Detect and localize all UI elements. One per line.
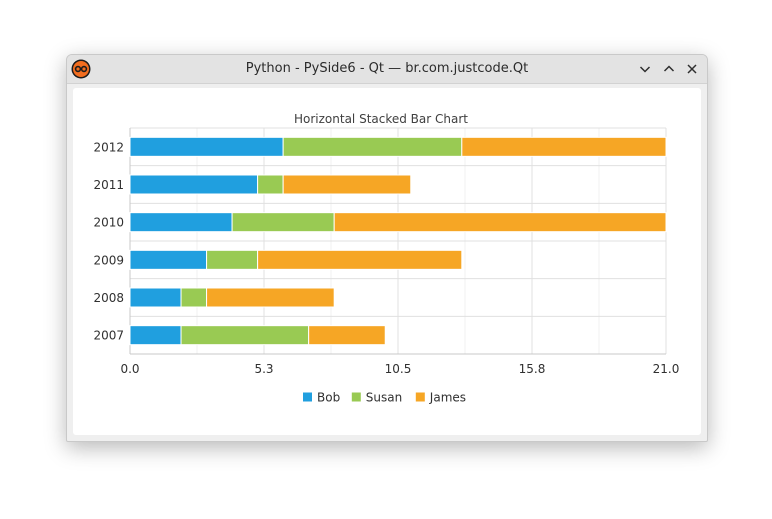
- x-tick-label: 10.5: [385, 362, 412, 376]
- bar-bob-2008: [129, 287, 182, 308]
- y-tick-label: 2007: [93, 329, 124, 343]
- chart-view: Horizontal Stacked Bar Chart 2007 2008 200…: [73, 88, 701, 435]
- x-tick-label: 21.0: [653, 362, 680, 376]
- bar-james-2010: [333, 212, 667, 233]
- grid-lines: [129, 127, 667, 355]
- y-tick-label: 2008: [93, 291, 124, 305]
- legend-label-susan: Susan: [366, 391, 402, 405]
- bar-susan-2011: [257, 174, 284, 195]
- y-tick-label: 2012: [93, 140, 124, 154]
- chevron-down-icon: [639, 66, 651, 73]
- bar-bob-2007: [129, 325, 182, 346]
- bar-bob-2010: [129, 212, 233, 233]
- bar-bob-2009: [129, 249, 208, 270]
- maximize-button[interactable]: [659, 59, 679, 79]
- legend-swatch-susan: [351, 392, 361, 402]
- legend-swatch-james: [415, 392, 425, 402]
- y-tick-label: 2009: [93, 253, 124, 267]
- chart-legend: Bob Susan James: [303, 391, 466, 405]
- y-axis-labels: 2007 2008 2009 2010 2011 2012: [93, 140, 124, 342]
- bar-series: [129, 136, 667, 346]
- bar-james-2007: [308, 325, 386, 346]
- y-tick-label: 2010: [93, 216, 124, 230]
- x-tick-label: 15.8: [519, 362, 546, 376]
- bar-james-2008: [206, 287, 335, 308]
- bar-james-2012: [461, 136, 667, 157]
- minimize-button[interactable]: [635, 59, 655, 79]
- legend-label-james: James: [429, 391, 466, 405]
- y-tick-label: 2011: [93, 178, 124, 192]
- x-tick-label: 0.0: [120, 362, 139, 376]
- bar-bob-2012: [129, 136, 284, 157]
- bar-susan-2009: [206, 249, 259, 270]
- close-button[interactable]: [682, 59, 702, 79]
- title-bar[interactable]: Python - PySide6 - Qt — br.com.justcode.…: [67, 55, 707, 84]
- bar-bob-2011: [129, 174, 259, 195]
- app-logo-icon: [71, 59, 91, 79]
- bar-james-2009: [257, 249, 463, 270]
- close-icon: [687, 64, 697, 74]
- window-title: Python - PySide6 - Qt — br.com.justcode.…: [245, 61, 529, 76]
- bar-james-2011: [282, 174, 412, 195]
- legend-swatch-bob: [303, 392, 312, 402]
- stacked-bar-chart: Horizontal Stacked Bar Chart 20072008200…: [93, 112, 679, 405]
- bar-susan-2010: [231, 212, 335, 233]
- x-tick-label: 5.3: [254, 362, 273, 376]
- x-axis-labels: 0.0 5.3 10.5 15.8 21.0: [120, 362, 679, 376]
- chevron-up-icon: [663, 65, 675, 72]
- legend-label-bob: Bob: [317, 391, 340, 405]
- chart-title: Horizontal Stacked Bar Chart: [294, 112, 468, 126]
- app-window: Python - PySide6 - Qt — br.com.justcode.…: [66, 54, 708, 442]
- bar-susan-2007: [180, 325, 310, 346]
- bar-susan-2008: [180, 287, 208, 308]
- bar-susan-2012: [282, 136, 463, 157]
